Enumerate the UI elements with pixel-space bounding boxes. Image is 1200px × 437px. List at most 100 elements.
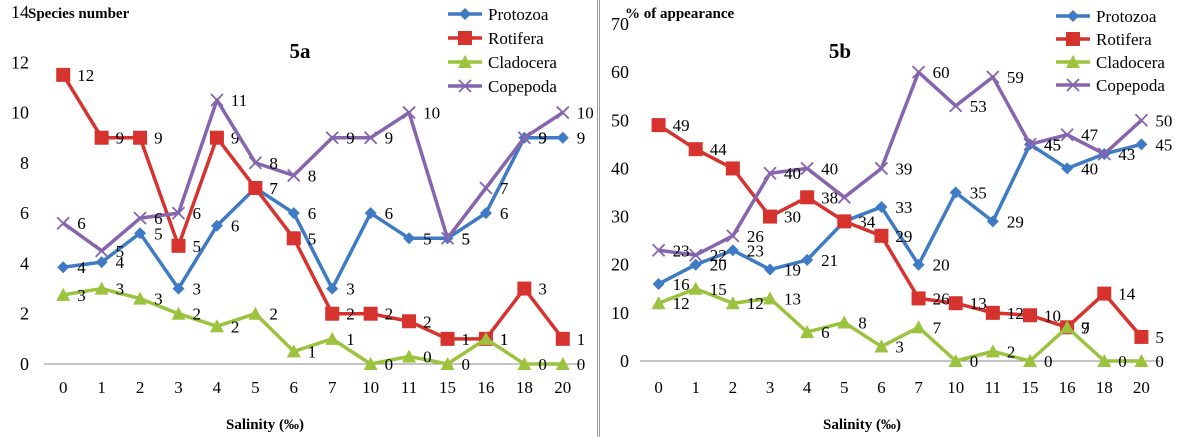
legend-item-rotifera: Rotifera [448,29,544,48]
data-point-rotifera [837,214,852,229]
data-label-copepoda: 6 [193,204,202,223]
series-cladocera: 12 15 12 13 6 8 3 7 0 2 0 7 0 0 [651,280,1164,371]
data-point-cladocera [911,320,926,334]
y-tick-label: 40 [611,158,629,178]
data-point-cladocera [171,306,186,320]
data-point-copepoda [56,216,70,230]
data-label-protozoa: 20 [710,256,727,275]
data-label-cladocera: 0 [462,355,471,374]
marker-stroke [479,181,493,195]
data-point-copepoda [874,161,889,176]
data-point-rotifera [688,142,703,157]
marker-stroke [210,93,224,107]
data-point-copepoda [210,93,224,107]
data-label-rotifera: 5 [1155,328,1164,347]
marker-stroke [325,131,339,145]
data-label-copepoda: 6 [77,214,86,233]
data-label-copepoda: 50 [1155,111,1172,130]
marker-stroke [1134,113,1149,127]
data-label-protozoa: 40 [1081,159,1098,178]
data-point-copepoda [911,65,926,79]
chart-panel-5b: 0 10 20 30 40 50 60 70 0 1 2 3 4 5 6 7 10 11 15 16 18 20% of … [599,0,1200,437]
data-label-cladocera: 3 [895,338,904,357]
data-point-cladocera [725,296,740,310]
marker-stroke [364,131,378,145]
data-label-rotifera: 1 [462,330,471,349]
marker-stroke [440,231,455,245]
legend-label: Cladocera [488,53,557,72]
data-label-copepoda: 8 [308,166,317,185]
data-point-copepoda [479,181,493,195]
data-point-copepoda [364,131,378,145]
data-point-rotifera [286,231,301,246]
data-point-protozoa [912,258,925,271]
legend-label: Protozoa [1096,7,1157,26]
data-point-protozoa [210,219,223,232]
data-point-copepoda [95,244,109,258]
data-point-protozoa [1061,162,1074,175]
legend-marker [1066,78,1080,92]
marker-stroke [726,229,740,243]
data-label-rotifera: 7 [269,179,278,198]
marker-stroke [56,216,70,230]
data-point-copepoda [986,70,1000,84]
x-tick-label: 6 [877,378,886,397]
data-label-cladocera: 7 [933,318,942,337]
data-point-cladocera [478,331,493,345]
data-point-rotifera [1134,329,1149,344]
data-label-rotifera: 1 [500,330,509,349]
legend-marker [458,55,472,68]
legend-label: Cladocera [1096,53,1165,72]
data-label-rotifera: 3 [538,280,547,299]
data-label-cladocera: 2 [231,317,240,336]
series-rotifera: 49 44 30 38 29 26 13 12 10 9 14 5 [651,116,1164,347]
series-line-protozoa [657,142,1142,286]
data-point-protozoa [986,215,999,228]
data-label-protozoa: 6 [231,217,240,236]
data-label-copepoda: 7 [500,179,509,198]
legend-label: Copepoda [1096,76,1165,95]
data-point-rotifera [800,190,815,205]
data-label-cladocera: 2 [193,305,202,324]
legend: Protozoa Rotifera Cladocera Copepoda [1056,7,1165,95]
data-point-cladocera [440,357,455,370]
chart-panel-5a: 0 2 4 6 8 10 12 14 0 1 2 3 4 5 6 7 10 11 15 16 18 20 Species n… [0,0,598,437]
data-label-copepoda: 9 [346,129,355,148]
data-label-protozoa: 6 [308,204,317,223]
x-tick-label: 6 [290,378,299,397]
data-point-copepoda [402,105,416,120]
data-label-rotifera: 13 [970,294,987,313]
marker-stroke [287,168,301,183]
data-point-protozoa [57,261,70,274]
legend-marker [458,79,472,93]
series-line-cladocera [62,286,563,366]
data-label-copepoda: 60 [933,63,950,82]
data-point-copepoda [1060,128,1074,142]
data-point-protozoa [1135,138,1148,151]
y-tick-label: 12 [11,52,29,72]
legend-marker [1067,10,1079,22]
data-label-protozoa: 29 [1007,212,1024,231]
data-label-cladocera: 0 [385,355,394,374]
data-point-protozoa [287,207,300,220]
x-tick-label: 7 [914,378,923,397]
data-label-copepoda: 5 [462,229,471,248]
legend-item-cladocera: Cladocera [448,53,557,72]
data-point-rotifera [517,281,532,296]
data-label-cladocera: 0 [577,355,586,374]
data-label-rotifera: 5 [308,229,317,248]
marker-stroke [763,166,777,180]
series-line-copepoda [62,98,564,253]
x-tick-label: 5 [251,378,260,397]
data-label-rotifera: 2 [346,305,355,324]
marker-stroke [837,190,851,204]
marker-stroke [95,244,109,258]
y-tick-label: 70 [611,14,629,34]
legend-item-cladocera: Cladocera [1056,53,1165,72]
data-label-protozoa: 6 [500,204,509,223]
data-label-protozoa: 3 [346,280,355,299]
data-label-protozoa: 9 [577,129,586,148]
data-point-copepoda [287,168,301,183]
data-label-rotifera: 38 [821,188,838,207]
